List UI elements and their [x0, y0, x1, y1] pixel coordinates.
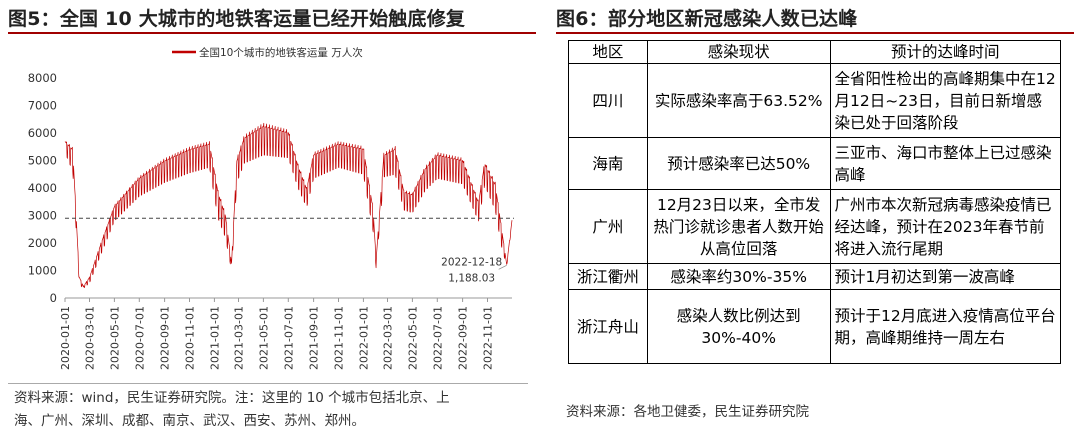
table-row: 浙江衢州 感染率约30%-35% 预计1月初达到第一波高峰: [568, 263, 1062, 290]
x-tick-label: 2021-05-01: [257, 306, 270, 370]
x-tick-label: 2022-07-01: [431, 306, 444, 370]
y-tick-label: 1000: [28, 264, 57, 278]
y-tick-label: 6000: [28, 126, 57, 140]
cell-status: 感染人数比例达到30%-40%: [646, 289, 831, 364]
table-row: 浙江舟山 感染人数比例达到30%-40% 预计于12月底进入疫情高位平台期，高峰…: [568, 289, 1062, 364]
x-tick-label: 2020-05-01: [108, 306, 121, 370]
annotation: 2022-12-18 1,188.03: [441, 256, 507, 284]
table-header-row: 地区 感染现状 预计的达峰时间: [568, 40, 1062, 64]
header-region: 地区: [568, 40, 648, 64]
series-line: [64, 122, 513, 288]
cell-peak: 预计于12月底进入疫情高位平台期，高峰期维持一周左右: [829, 289, 1062, 364]
x-tick-label: 2022-05-01: [406, 306, 419, 370]
y-tick-label: 0: [50, 291, 57, 305]
y-tick-label: 3000: [28, 209, 57, 223]
header-status: 感染现状: [646, 40, 831, 64]
annotation-value: 1,188.03: [448, 272, 495, 284]
x-tick-label: 2021-01-01: [208, 306, 221, 370]
legend-label: 全国10个城市的地铁客运量 万人次: [199, 46, 363, 59]
source-text: 资料来源：各地卫健委，民生证券研究院: [566, 404, 809, 420]
cell-status: 感染率约30%-35%: [646, 263, 831, 290]
title-rule: [556, 32, 1074, 34]
table-row: 四川 实际感染率高于63.52% 全省阳性检出的高峰期集中在12月12日~23日…: [568, 63, 1062, 138]
right-panel: 图6：部分地区新冠感染人数已达峰 地区 感染现状 预计的达峰时间 四川 实际感染…: [548, 0, 1080, 443]
cell-region: 广州: [568, 189, 648, 264]
x-tick-label: 2022-09-01: [457, 306, 470, 370]
table-figure-title: 图6：部分地区新冠感染人数已达峰: [556, 8, 858, 30]
annotation-date: 2022-12-18: [441, 256, 502, 268]
x-tick-label: 2021-09-01: [308, 306, 321, 370]
line-chart: 0 1000 2000 3000 4000 5000 6000 7000 8000 2020-01…: [28, 46, 514, 370]
x-tick-label: 2021-07-01: [282, 306, 295, 370]
source-rule: [8, 383, 528, 384]
y-tick-label: 2000: [28, 236, 57, 250]
source-text-line2: 海、广州、深圳、成都、南京、武汉、西安、苏州、郑州。: [14, 413, 365, 429]
table-row: 海南 预计感染率已达50% 三亚市、海口市整体上已过感染高峰: [568, 137, 1062, 190]
infection-table: 地区 感染现状 预计的达峰时间 四川 实际感染率高于63.52% 全省阳性检出的…: [568, 40, 1062, 364]
cell-status: 实际感染率高于63.52%: [646, 63, 831, 138]
cell-region: 海南: [568, 137, 648, 190]
cell-region: 浙江舟山: [568, 289, 648, 364]
x-tick-label: 2020-01-01: [59, 306, 72, 370]
x-tick-label: 2022-01-01: [357, 306, 370, 370]
x-tick-label: 2021-03-01: [232, 306, 245, 370]
cell-region: 浙江衢州: [568, 263, 648, 290]
x-tick-label: 2020-11-01: [184, 306, 197, 370]
x-tick-label: 2021-11-01: [333, 306, 346, 370]
y-tick-label: 5000: [28, 154, 57, 168]
x-tick-label: 2020-03-01: [83, 306, 96, 370]
x-tick-label: 2022-03-01: [381, 306, 394, 370]
chart-axes: 0 1000 2000 3000 4000 5000 6000 7000 8000 2020-01…: [28, 71, 512, 370]
annotation-leader: [498, 264, 507, 270]
legend: 全国10个城市的地铁客运量 万人次: [172, 46, 363, 59]
cell-peak: 全省阳性检出的高峰期集中在12月12日~23日，目前日新增感染已处于回落阶段: [829, 63, 1062, 138]
cell-peak: 预计1月初达到第一波高峰: [829, 263, 1062, 290]
chart-figure-title: 图5：全国 10 大城市的地铁客运量已经开始触底修复: [8, 8, 466, 30]
x-tick-label: 2020-09-01: [159, 306, 172, 370]
cell-peak: 广州市本次新冠病毒感染疫情已经达峰，预计在2023年春节前将进入流行尾期: [829, 189, 1062, 264]
cell-status: 12月23日以来，全市发热门诊就诊患者人数开始从高位回落: [646, 189, 831, 264]
title-rule: [8, 32, 536, 34]
source-text-line1: 资料来源：wind，民生证券研究院。注：这里的 10 个城市包括北京、上: [14, 390, 450, 406]
left-panel: 图5：全国 10 大城市的地铁客运量已经开始触底修复 0 1000 2000 3000…: [0, 0, 536, 443]
x-tick-label: 2020-07-01: [133, 306, 146, 370]
table-row: 广州 12月23日以来，全市发热门诊就诊患者人数开始从高位回落 广州市本次新冠病…: [568, 189, 1062, 264]
y-tick-label: 8000: [28, 71, 57, 85]
cell-peak: 三亚市、海口市整体上已过感染高峰: [829, 137, 1062, 190]
cell-status: 预计感染率已达50%: [646, 137, 831, 190]
y-tick-label: 7000: [28, 99, 57, 113]
header-peak: 预计的达峰时间: [829, 40, 1062, 64]
x-tick-label: 2022-11-01: [482, 306, 495, 370]
y-tick-label: 4000: [28, 181, 57, 195]
cell-region: 四川: [568, 63, 648, 138]
